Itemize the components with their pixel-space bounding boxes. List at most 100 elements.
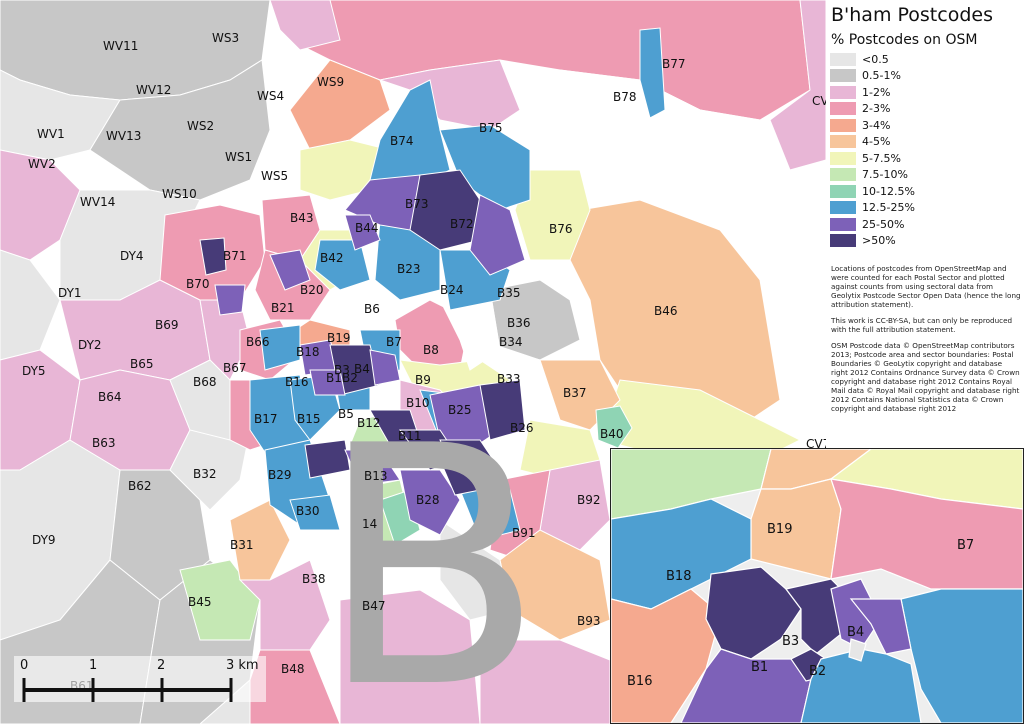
district-label: WS5: [261, 169, 288, 183]
district-label: B29: [268, 468, 292, 482]
district-label: B16: [285, 375, 309, 389]
district-label: B47: [362, 599, 386, 613]
district-label: B21: [271, 301, 295, 315]
district-label: B5: [338, 407, 354, 421]
district-label: B64: [98, 390, 122, 404]
inset-district-label: B4: [847, 625, 864, 640]
north-east-districts: [269, 0, 827, 724]
district-label: B78: [613, 90, 637, 104]
legend-item: 7.5-10%: [830, 167, 915, 184]
inset-district-label: B16: [627, 674, 652, 689]
district-label: B10: [406, 396, 430, 410]
city-centre-inset[interactable]: B19 B7 B18 B3 B4 B1 B2 B16: [610, 448, 1024, 724]
scale-tick-label: 0: [20, 658, 29, 673]
district-label: B33: [497, 372, 521, 386]
legend-label: >50%: [862, 234, 896, 248]
legend-item: 1-2%: [830, 84, 915, 101]
legend-item: 12.5-25%: [830, 200, 915, 217]
legend-swatch: [830, 168, 856, 182]
district-label: B28: [416, 493, 440, 507]
legend-subtitle: % Postcodes on OSM: [831, 32, 978, 48]
district-label: B72: [450, 217, 474, 231]
attribution-note-license: This work is CC-BY-SA, but can only be r…: [831, 316, 1013, 334]
legend-label: 12.5-25%: [862, 201, 915, 215]
district-label: DY4: [120, 249, 144, 263]
attribution-note-sources: OSM Postcode data © OpenStreetMap contri…: [831, 341, 1020, 413]
district-label: WS9: [317, 75, 344, 89]
legend-item: 0.5-1%: [830, 68, 915, 85]
district-label: B20: [300, 283, 324, 297]
district-label: B69: [155, 318, 179, 332]
district-label: B75: [479, 121, 503, 135]
district-label: DY1: [58, 286, 82, 300]
district-label: WV1: [37, 127, 65, 141]
district-label: WS3: [212, 31, 239, 45]
district-label: WS2: [187, 119, 214, 133]
legend-swatch: [830, 184, 856, 198]
inset-map: B19 B7 B18 B3 B4 B1 B2 B16: [611, 449, 1023, 723]
legend-swatch: [830, 69, 856, 83]
inset-district-label: B7: [957, 538, 974, 553]
district-label: 14: [362, 517, 377, 531]
district-label: B76: [549, 222, 573, 236]
district-label: B38: [302, 572, 326, 586]
district-label: B93: [577, 614, 601, 628]
district-label: B73: [405, 197, 429, 211]
district-label: B42: [320, 251, 344, 265]
district-label: B9: [415, 373, 431, 387]
legend-swatch: [830, 85, 856, 99]
legend-label: 1-2%: [862, 85, 891, 99]
legend-label: <0.5: [862, 52, 889, 66]
district-label: B67: [223, 361, 247, 375]
legend-label: 25-50%: [862, 217, 905, 231]
area-watermark: B: [318, 376, 544, 724]
scale-bar: 0 1 2 3 km: [14, 656, 266, 702]
district-label: B24: [440, 283, 464, 297]
district-label: B43: [290, 211, 314, 225]
legend-items: <0.5 0.5-1% 1-2% 2-3% 3-4% 4-5% 5-7.5% 7.5-10% 1…: [830, 51, 915, 249]
scale-tick-label: 3 km: [226, 658, 259, 673]
legend-swatch: [830, 151, 856, 165]
legend-item: 5-7.5%: [830, 150, 915, 167]
legend-swatch: [830, 52, 856, 66]
district-label: B91: [512, 526, 536, 540]
district-label: B12: [357, 416, 381, 430]
inset-district-label: B2: [809, 664, 826, 679]
district-label: B3: [334, 363, 350, 377]
scale-tick-label: 2: [157, 658, 166, 673]
inset-district-label: B1: [751, 660, 768, 675]
district-label: B65: [130, 357, 154, 371]
district-label: WV13: [106, 129, 141, 143]
district-label: B74: [390, 134, 414, 148]
legend-swatch: [830, 201, 856, 215]
district-label: B70: [186, 277, 210, 291]
district-label: B11: [398, 429, 422, 443]
district-label: B4: [354, 362, 370, 376]
district-label: B26: [510, 421, 534, 435]
legend-item: 25-50%: [830, 216, 915, 233]
map-legend: B'ham Postcodes % Postcodes on OSM <0.5 0…: [826, 0, 1024, 450]
legend-swatch: [830, 102, 856, 116]
district-label: WV12: [136, 83, 171, 97]
legend-label: 10-12.5%: [862, 184, 915, 198]
legend-title: B'ham Postcodes: [831, 4, 993, 26]
district-label: B1: [326, 371, 342, 385]
district-label: B68: [193, 375, 217, 389]
district-label: B48: [281, 662, 305, 676]
district-label: B7: [386, 335, 402, 349]
district-label: B44: [355, 221, 379, 235]
district-label: B25: [448, 403, 472, 417]
district-label: B35: [497, 286, 521, 300]
legend-item: 4-5%: [830, 134, 915, 151]
legend-swatch: [830, 118, 856, 132]
legend-label: 5-7.5%: [862, 151, 901, 165]
district-label: B77: [662, 57, 686, 71]
district-label: DY5: [22, 364, 46, 378]
legend-label: 2-3%: [862, 102, 891, 116]
district-label: B13: [364, 469, 388, 483]
legend-item: >50%: [830, 233, 915, 250]
legend-label: 4-5%: [862, 135, 891, 149]
district-label: B46: [654, 304, 678, 318]
district-label: CV7: [806, 437, 830, 451]
legend-item: <0.5: [830, 51, 915, 68]
